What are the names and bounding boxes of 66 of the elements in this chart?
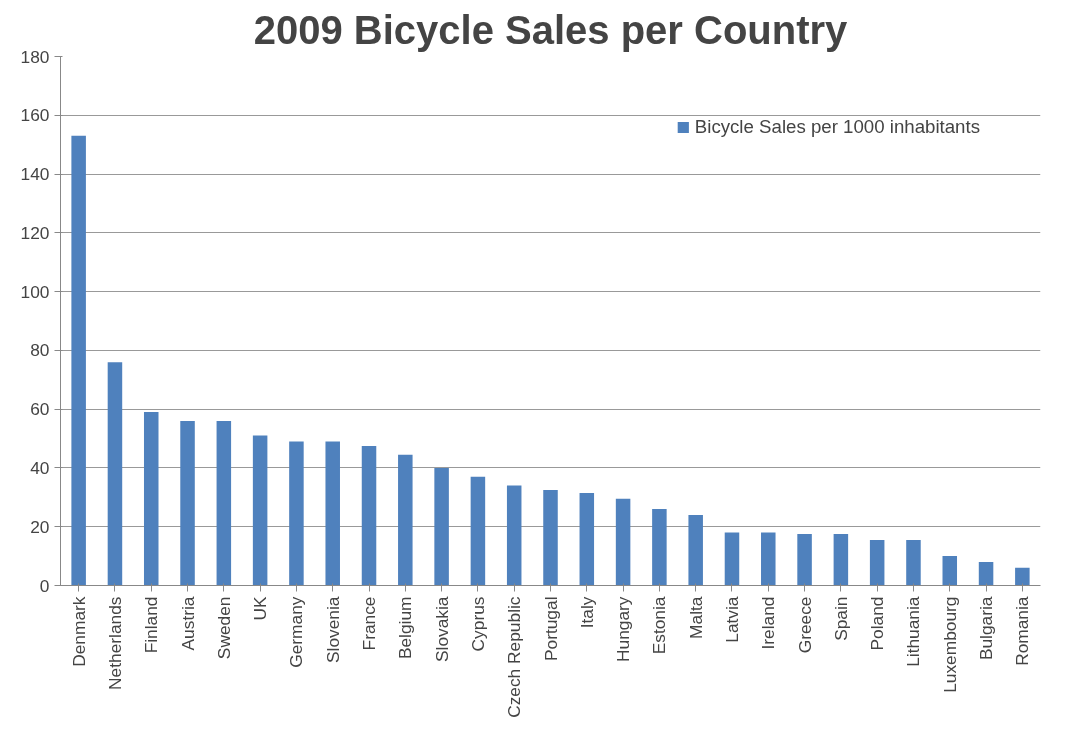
y-tick-label: 120 — [20, 222, 50, 243]
y-tick-label: 140 — [20, 164, 50, 185]
x-tick-label: Estonia — [649, 596, 670, 655]
x-tick-label: Slovenia — [322, 596, 343, 663]
y-tick-label: 180 — [20, 46, 50, 67]
x-tick-label: Finland — [141, 596, 162, 654]
bar — [216, 420, 232, 586]
bar — [289, 441, 304, 586]
y-tick-label: 40 — [30, 457, 50, 478]
x-tick-label: Bulgaria — [976, 596, 997, 661]
bar — [942, 556, 958, 586]
x-tick-label: Lithuania — [903, 596, 924, 667]
x-tick-label: Poland — [867, 596, 888, 651]
bar — [869, 539, 885, 586]
y-tick-label: 160 — [20, 105, 50, 126]
bar — [978, 561, 994, 586]
bar — [361, 445, 377, 586]
x-tick-label: Malta — [685, 596, 706, 639]
x-tick-label: Netherlands — [104, 596, 125, 690]
bar — [543, 489, 558, 586]
x-tick-label: Luxembourg — [939, 596, 960, 693]
x-tick-label: France — [359, 596, 380, 651]
bar — [615, 498, 631, 586]
chart-title: 2009 Bicycle Sales per Country — [253, 7, 849, 52]
bar — [180, 420, 195, 586]
x-tick-label: Spain — [830, 596, 851, 641]
bar — [398, 454, 413, 586]
x-tick-label: Belgium — [395, 596, 416, 660]
bar — [1015, 567, 1030, 586]
bar — [434, 467, 449, 586]
bar — [797, 534, 812, 586]
x-tick-label: Greece — [794, 596, 815, 654]
y-tick-label: 80 — [30, 340, 50, 361]
x-tick-label: Hungary — [613, 596, 634, 662]
x-tick-label: Latvia — [721, 596, 742, 643]
bar — [143, 412, 159, 586]
bar — [71, 135, 86, 586]
y-tick-label: 20 — [30, 516, 50, 537]
x-tick-label: Sweden — [213, 596, 234, 660]
x-tick-label: Austria — [177, 596, 198, 651]
bar — [688, 514, 703, 586]
bar — [906, 539, 921, 586]
bar — [761, 532, 776, 586]
bar — [652, 509, 667, 586]
y-tick-label: 0 — [39, 575, 50, 596]
bar — [107, 362, 123, 586]
x-tick-label: Portugal — [540, 596, 561, 662]
y-tick-label: 100 — [20, 281, 50, 302]
bar — [470, 476, 486, 586]
x-tick-label: Italy — [576, 596, 597, 629]
x-tick-label: Slovakia — [431, 596, 452, 662]
x-tick-label: Romania — [1012, 596, 1033, 666]
x-tick-label: UK — [250, 596, 271, 621]
x-tick-label: Czech Republic — [504, 596, 525, 718]
bar — [325, 441, 340, 586]
bar — [252, 435, 268, 586]
x-tick-label: Ireland — [758, 596, 779, 650]
bar — [724, 532, 740, 586]
y-tick-label: 60 — [30, 399, 50, 420]
x-tick-label: Cyprus — [467, 596, 488, 652]
legend-label: Bicycle Sales per 1000 inhabitants — [694, 116, 980, 138]
bar — [506, 485, 522, 586]
bar — [579, 492, 595, 586]
x-tick-label: Denmark — [68, 596, 89, 667]
x-tick-label: Germany — [286, 596, 307, 668]
bar — [833, 534, 849, 586]
